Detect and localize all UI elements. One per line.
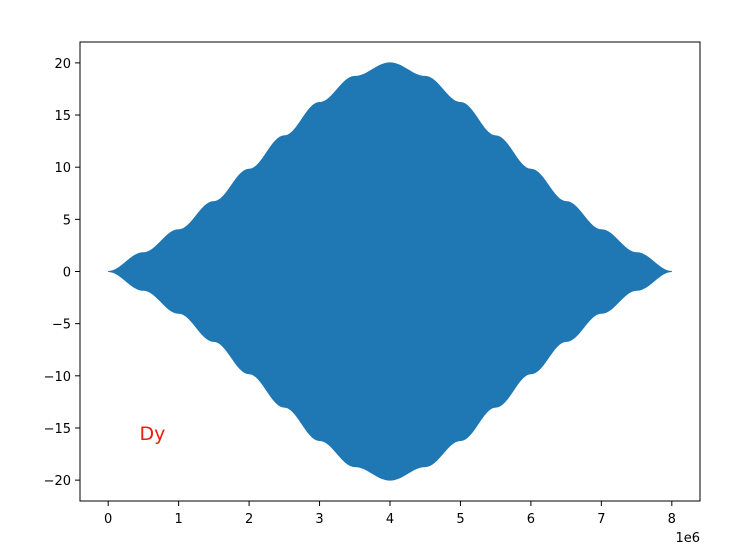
plot-area	[108, 62, 672, 481]
y-tick-label: −5	[52, 318, 71, 333]
y-tick-label: 0	[63, 266, 71, 281]
x-tick-label: 7	[597, 512, 605, 527]
y-tick-label: 5	[63, 213, 71, 228]
x-axis-offset-label: 1e6	[675, 531, 700, 546]
series-0-fill	[108, 62, 672, 481]
x-tick-label: 2	[245, 512, 253, 527]
y-tick-label: 15	[54, 109, 71, 124]
x-tick-label: 6	[527, 512, 535, 527]
x-tick-label: 4	[386, 512, 394, 527]
x-tick-label: 1	[174, 512, 182, 527]
x-tick-label: 8	[668, 512, 676, 527]
x-tick-label: 3	[315, 512, 323, 527]
y-tick-label: −10	[44, 370, 71, 385]
y-tick-label: −15	[44, 422, 71, 437]
x-tick-label: 0	[104, 512, 112, 527]
x-axis: 0 1 2 3 4 5 6 7 8	[104, 501, 676, 527]
y-tick-label: −20	[44, 474, 71, 489]
y-axis: 20 15 10 5 0 −5 −10 −15 −20	[44, 57, 80, 489]
x-tick-label: 5	[456, 512, 464, 527]
annotation-label: Dy	[140, 423, 166, 445]
y-tick-label: 20	[54, 57, 71, 72]
y-tick-label: 10	[54, 161, 71, 176]
